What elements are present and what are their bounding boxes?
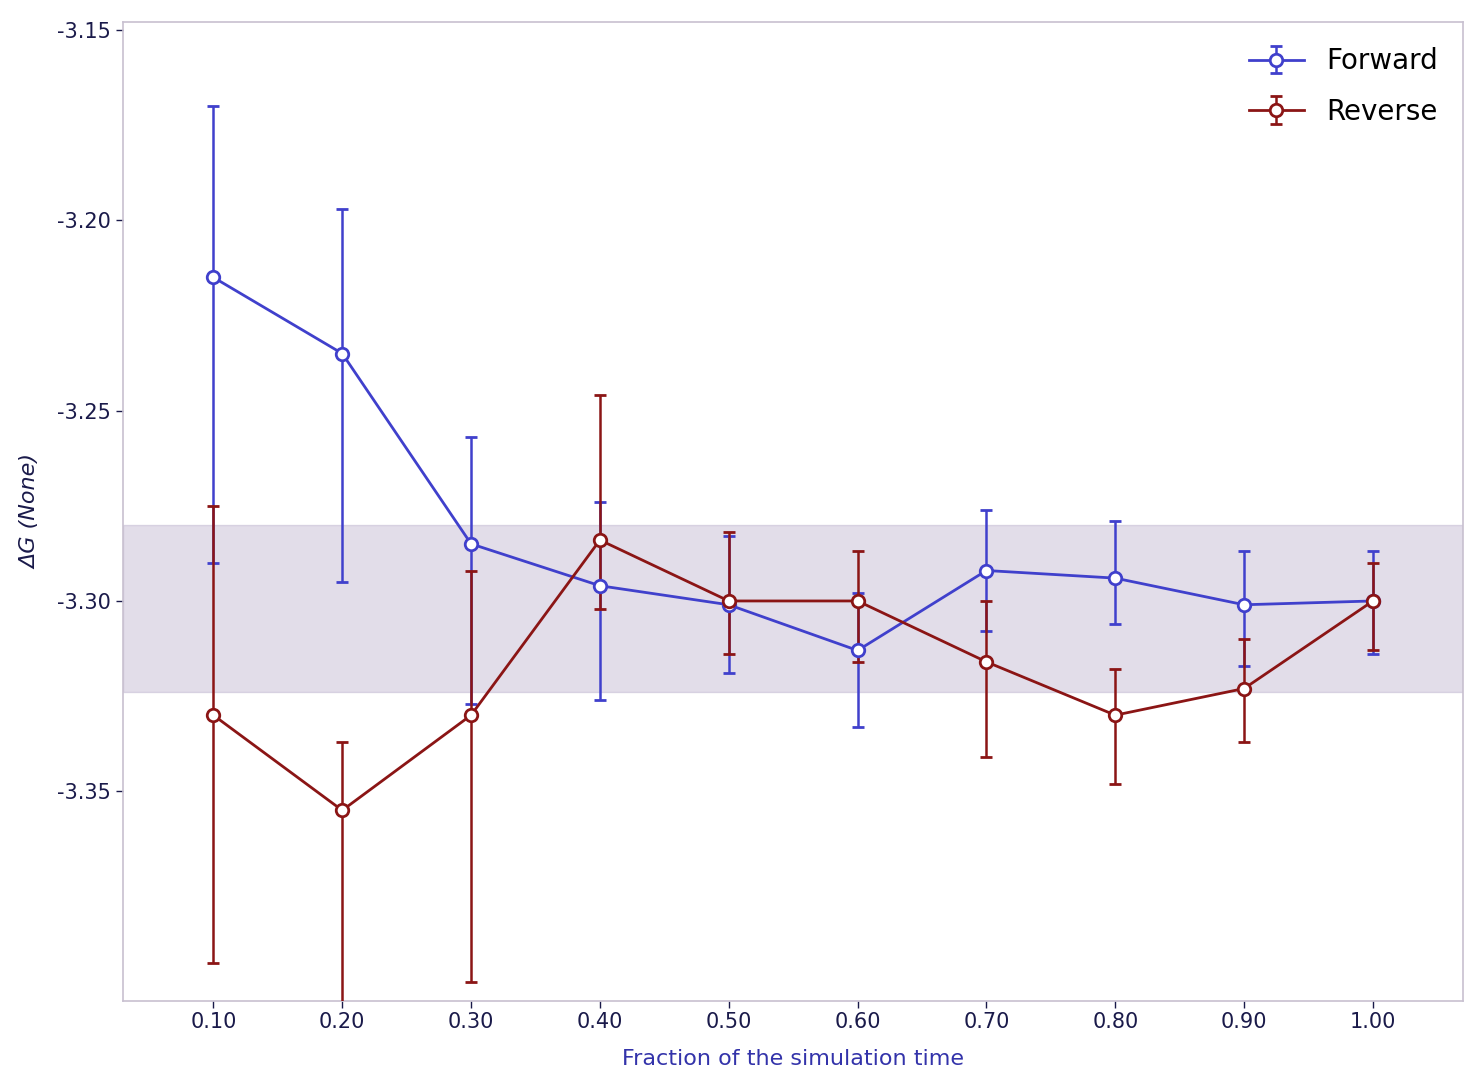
Y-axis label: ΔG (None): ΔG (None) (21, 455, 42, 569)
Bar (123, 524, 1463, 692)
Legend: Forward, Reverse: Forward, Reverse (1238, 36, 1450, 136)
X-axis label: Fraction of the simulation time: Fraction of the simulation time (622, 1050, 965, 1069)
